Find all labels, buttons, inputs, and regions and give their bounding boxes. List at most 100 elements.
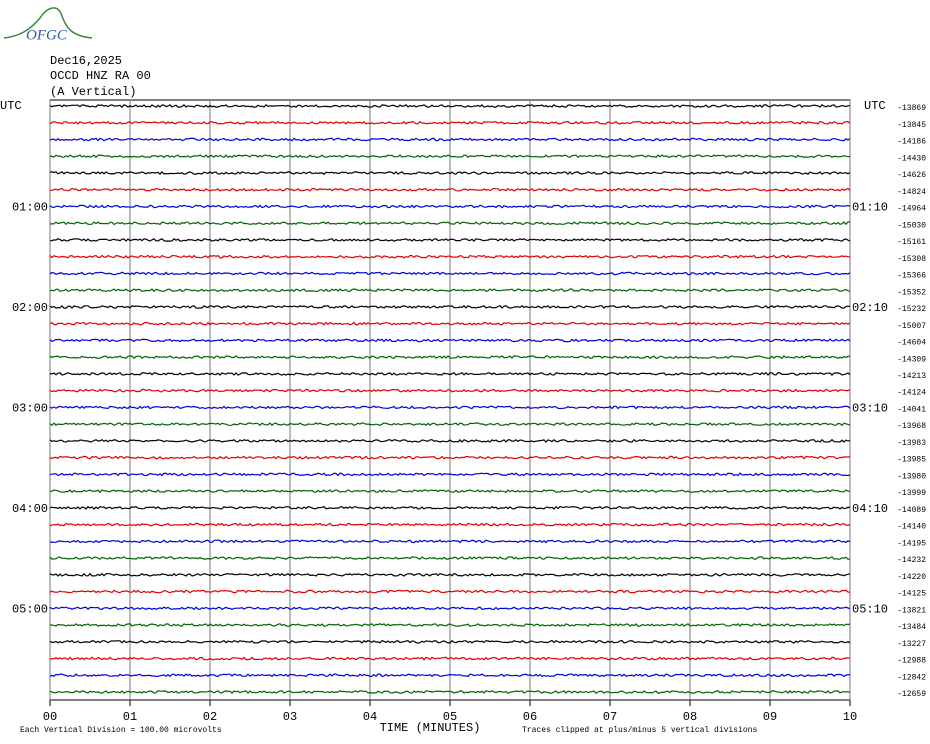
- trace-offset: -14824: [897, 188, 926, 197]
- x-tick-label: 02: [203, 710, 217, 724]
- row-time-label: 02:00: [12, 301, 48, 315]
- trace: [49, 689, 851, 694]
- x-tick-label: 08: [683, 710, 697, 724]
- trace-offset: -14195: [897, 539, 926, 548]
- trace: [49, 204, 851, 209]
- row-time-label: 01:10: [852, 201, 888, 215]
- trace: [49, 556, 851, 561]
- trace-offset: -15161: [897, 238, 926, 247]
- x-tick-label: 01: [123, 710, 137, 724]
- logo-curve: [3, 7, 93, 39]
- trace: [49, 338, 851, 343]
- trace: [49, 170, 851, 175]
- logo-text: OFGC: [26, 27, 68, 43]
- trace: [49, 606, 851, 611]
- trace-offset: -15308: [897, 255, 926, 264]
- row-time-label: 03:00: [12, 402, 48, 416]
- row-time-label: 05:10: [852, 602, 888, 616]
- trace-offset: -13484: [897, 623, 926, 632]
- row-time-label: 03:10: [852, 402, 888, 416]
- x-tick-label: 03: [283, 710, 297, 724]
- row-time-label: 05:00: [12, 602, 48, 616]
- trace-offset: -14309: [897, 355, 926, 364]
- x-tick-label: 06: [523, 710, 537, 724]
- trace: [49, 673, 851, 678]
- trace: [50, 221, 850, 226]
- x-tick-label: 09: [763, 710, 777, 724]
- trace: [49, 187, 851, 192]
- x-tick-label: 07: [603, 710, 617, 724]
- trace-offset: -12659: [897, 690, 926, 699]
- trace: [49, 589, 851, 594]
- x-tick-label: 00: [43, 710, 57, 724]
- trace: [49, 120, 851, 125]
- header-line: OCCD HNZ RA 00: [50, 69, 151, 83]
- trace-offset: -14124: [897, 389, 926, 398]
- trace: [49, 405, 851, 410]
- trace-offset: -14041: [897, 405, 926, 414]
- trace: [49, 304, 851, 309]
- trace-offset: -14964: [897, 205, 926, 214]
- trace: [49, 656, 851, 661]
- trace-offset: -14220: [897, 573, 926, 582]
- trace: [49, 422, 851, 427]
- logo: OFGC: [3, 7, 93, 43]
- trace-offset: -12988: [897, 657, 926, 666]
- trace-offset: -13985: [897, 456, 926, 465]
- trace-offset: -14125: [897, 590, 926, 599]
- x-tick-label: 05: [443, 710, 457, 724]
- trace: [49, 622, 851, 628]
- trace-offset: -13869: [897, 104, 926, 113]
- trace-offset: -14186: [897, 138, 926, 147]
- row-time-label: 02:10: [852, 301, 888, 315]
- right-axis-title: UTC: [864, 99, 886, 113]
- trace-offset: -14213: [897, 372, 926, 381]
- trace-offset: -14140: [897, 523, 926, 532]
- trace-offset: -15030: [897, 221, 926, 230]
- trace: [49, 254, 850, 259]
- trace: [49, 455, 851, 460]
- trace: [49, 472, 851, 477]
- trace-offset: -14604: [897, 339, 926, 348]
- trace: [49, 388, 851, 393]
- trace-offset: -14430: [897, 154, 926, 163]
- trace: [49, 539, 851, 544]
- note: Each Vertical Division = 100.00 microvol…: [20, 726, 222, 735]
- note: Traces clipped at plus/minus 5 vertical …: [522, 726, 757, 735]
- trace-offset: -14626: [897, 171, 926, 180]
- trace-offset: -15366: [897, 272, 926, 281]
- trace: [49, 103, 851, 109]
- trace: [49, 438, 851, 444]
- trace-offset: -14232: [897, 556, 926, 565]
- row-time-label: 04:00: [12, 502, 48, 516]
- trace: [49, 639, 851, 644]
- trace: [49, 522, 851, 527]
- trace-offset: -13999: [897, 489, 926, 498]
- trace-offset: -15352: [897, 288, 926, 297]
- trace: [49, 238, 851, 242]
- trace: [49, 355, 851, 360]
- trace: [49, 572, 851, 577]
- trace: [49, 137, 851, 142]
- trace-offset: -13845: [897, 121, 926, 130]
- x-tick-label: 04: [363, 710, 377, 724]
- trace: [49, 271, 851, 276]
- trace-offset: -13227: [897, 640, 926, 649]
- trace: [49, 288, 851, 293]
- x-tick-label: 10: [843, 710, 857, 724]
- row-time-label: 04:10: [852, 502, 888, 516]
- header-line: (A Vertical): [50, 85, 136, 99]
- trace-offset: -15007: [897, 322, 926, 331]
- trace-offset: -15232: [897, 305, 926, 314]
- row-time-label: 01:00: [12, 201, 48, 215]
- trace-offset: -13980: [897, 472, 926, 481]
- trace-offset: -13968: [897, 422, 926, 431]
- trace-offset: -13821: [897, 606, 926, 615]
- header-line: Dec16,2025: [50, 54, 122, 68]
- trace: [49, 321, 851, 326]
- trace: [49, 489, 851, 494]
- trace: [49, 154, 851, 159]
- left-axis-title: UTC: [0, 99, 22, 113]
- trace: [49, 505, 851, 510]
